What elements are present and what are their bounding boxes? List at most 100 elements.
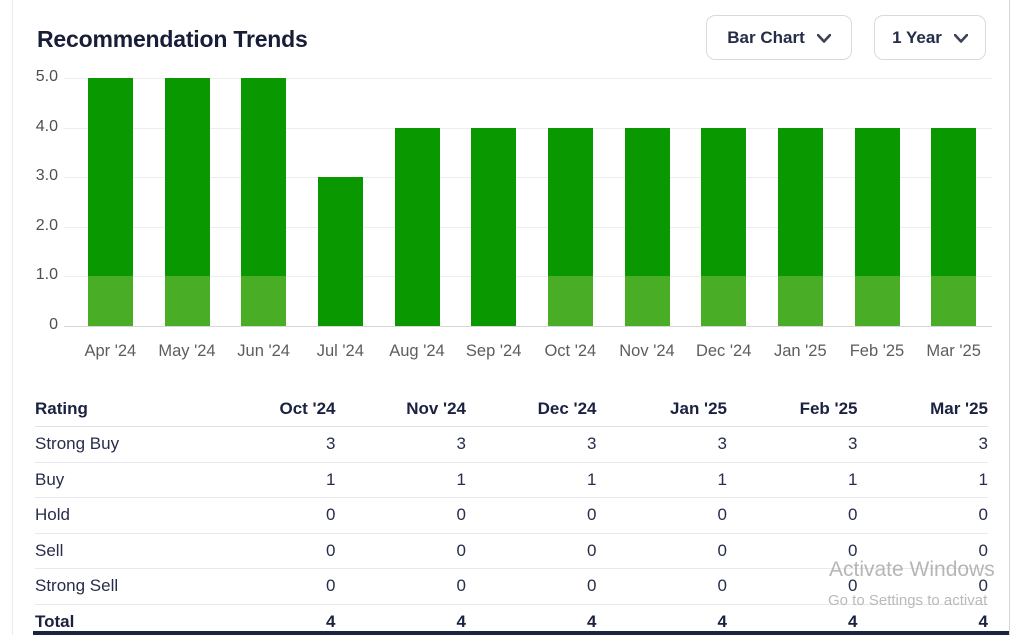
rating-label: Strong Sell: [35, 568, 205, 605]
x-axis-tick: Apr '24: [84, 342, 137, 360]
rating-value: 0: [335, 533, 466, 569]
rating-value: 3: [205, 426, 336, 463]
x-axis-tick: Dec '24: [695, 342, 752, 360]
table-row-sell: Sell 0 0 0 0 0 0: [35, 533, 988, 569]
y-axis-tick: 4.0: [35, 117, 58, 135]
time-range-dropdown-label: 1 Year: [892, 27, 942, 47]
y-axis-tick: 1.0: [35, 266, 58, 284]
rating-label: Buy: [35, 462, 205, 498]
rating-value: 0: [727, 497, 858, 534]
rating-value: 0: [205, 497, 336, 534]
chart-type-dropdown[interactable]: Bar Chart: [706, 15, 852, 60]
bar-segment-strong-buy: [241, 78, 287, 277]
gridline-5.0: [64, 78, 992, 79]
bottom-divider-bar: [33, 631, 1009, 635]
rating-value: 4: [326, 612, 336, 631]
table-row-hold: Hold 0 0 0 0 0 0: [35, 497, 988, 534]
gridline-4.0: [64, 127, 992, 129]
table-header-month: Dec '24: [466, 391, 597, 427]
bar-segment-strong-buy: [164, 78, 210, 277]
bar-segment-buy: [164, 276, 210, 326]
rating-value: 1: [335, 462, 466, 498]
rating-value: 1: [596, 462, 727, 498]
rating-value: 0: [857, 533, 988, 569]
rating-value: 0: [857, 568, 988, 605]
table-header-rating: Rating: [35, 391, 205, 427]
rating-value: 4: [978, 612, 988, 631]
bar-segment-strong-buy: [317, 177, 363, 326]
bar-segment-strong-buy: [471, 127, 517, 326]
bar-segment-buy: [547, 276, 593, 326]
rating-value: 3: [857, 426, 988, 463]
x-axis-tick: May '24: [158, 342, 216, 360]
rating-value: 0: [727, 568, 858, 605]
table-header-month: Nov '24: [335, 391, 466, 427]
rating-value: 4: [587, 612, 597, 631]
panel-left-border: [12, 0, 13, 635]
gridline-3.0: [64, 177, 992, 179]
rating-value: 0: [335, 568, 466, 605]
table-body: Strong Buy 3 3 3 3 3 3 Buy 1 1 1 1 1 1 Hold 0 0 0 0 0 0 Sell 0…: [35, 426, 988, 635]
table-header-row: Rating Oct '24 Nov '24 Dec '24 Jan '25 Feb '2…: [35, 391, 988, 427]
rating-value: 3: [335, 426, 466, 463]
bar-segment-buy: [701, 276, 747, 326]
table-header-month: Feb '25: [727, 391, 858, 427]
x-axis-tick: Nov '24: [619, 342, 675, 360]
x-axis-tick: Oct '24: [544, 342, 597, 360]
rating-value: 3: [466, 426, 597, 463]
x-axis-tick: Sep '24: [465, 342, 522, 360]
bar-segment-strong-buy: [394, 127, 440, 326]
rating-value: 1: [466, 462, 597, 498]
gridline-1.0: [64, 276, 992, 278]
rating-value: 1: [857, 462, 988, 498]
table-header-month: Mar '25: [857, 391, 988, 427]
bar-segment-strong-buy: [854, 127, 900, 277]
rating-value: 0: [335, 497, 466, 534]
bar-segment-buy: [624, 276, 670, 326]
page-title: Recommendation Trends: [37, 26, 308, 52]
rating-value: 0: [466, 497, 597, 534]
stacked-bar-chart: 0 1.0 2.0 3.0 4.0 5.0 Apr '24 May '24 Jun '24 Jul…: [35, 68, 992, 360]
table-header-month: Oct '24: [205, 391, 336, 427]
y-axis-tick: 5.0: [35, 68, 58, 85]
time-range-dropdown[interactable]: 1 Year: [874, 15, 986, 60]
bar-segment-strong-buy: [701, 127, 747, 277]
rating-value: 0: [857, 497, 988, 534]
x-axis-tick: Jan '25: [773, 342, 827, 360]
x-axis-tick: Mar '25: [926, 342, 981, 360]
rating-label: Strong Buy: [35, 426, 205, 463]
rating-value: 1: [205, 462, 336, 498]
table-row-strong-buy: Strong Buy 3 3 3 3 3 3: [35, 426, 988, 463]
chevron-down-icon: [953, 34, 968, 43]
chart-type-dropdown-label: Bar Chart: [727, 27, 805, 47]
recommendation-table: Rating Oct '24 Nov '24 Dec '24 Jan '25 Feb '2…: [35, 391, 988, 635]
chevron-down-icon: [816, 34, 831, 43]
rating-value: 0: [466, 568, 597, 605]
rating-value: 0: [205, 533, 336, 569]
rating-value: 4: [456, 612, 466, 631]
table-row-buy: Buy 1 1 1 1 1 1: [35, 462, 988, 498]
bar-segment-strong-buy: [547, 127, 593, 277]
x-axis-tick: Feb '25: [849, 342, 905, 360]
table-row-total: Total 4 4 4 4 4 4: [35, 604, 988, 635]
bar-segment-strong-buy: [624, 127, 670, 277]
rating-value: 0: [205, 568, 336, 605]
rating-label: Total: [35, 612, 75, 631]
y-axis-tick: 2.0: [35, 216, 58, 234]
bar-segment-strong-buy: [777, 127, 823, 277]
bar-segment-buy: [241, 276, 287, 326]
rating-value: 0: [596, 497, 727, 534]
table-header-month: Jan '25: [596, 391, 727, 427]
panel-right-border: [1009, 0, 1010, 635]
x-axis-tick: Jul '24: [316, 342, 364, 360]
table-row-strong-sell: Strong Sell 0 0 0 0 0 0: [35, 568, 988, 605]
bar-segment-buy: [777, 276, 823, 326]
rating-value: 3: [596, 426, 727, 463]
rating-value: 0: [466, 533, 597, 569]
gridline-2.0: [64, 226, 992, 228]
gridline-0: [64, 326, 992, 327]
rating-value: 4: [717, 612, 727, 631]
rating-value: 4: [848, 612, 858, 631]
rating-label: Sell: [35, 533, 205, 569]
